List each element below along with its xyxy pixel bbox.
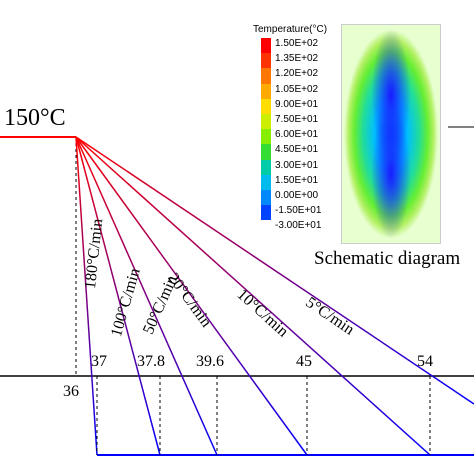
legend-swatch xyxy=(261,38,271,54)
legend-entry: 1.05E+02 xyxy=(275,83,319,95)
legend-title: Temperature(°C) xyxy=(253,24,328,35)
time-label-36: 36 xyxy=(63,383,79,400)
time-label-39-6: 39.6 xyxy=(196,353,224,370)
time-label-45: 45 xyxy=(296,353,312,370)
legend-entry: -1.50E+01 xyxy=(275,205,322,217)
legend-entry: 1.50E+01 xyxy=(275,174,319,186)
legend-swatch xyxy=(261,98,271,114)
legend-entry: 1.35E+02 xyxy=(275,53,319,65)
legend-swatch xyxy=(261,189,271,206)
cooling-line-100 xyxy=(75,136,161,456)
time-label-37-8: 37.8 xyxy=(137,353,165,370)
cooling-line-180 xyxy=(75,136,98,456)
cooling-line-5 xyxy=(75,136,474,405)
legend-entry: 9.00E+01 xyxy=(275,98,319,110)
legend-entry: -3.00E+01 xyxy=(275,220,322,232)
legend-swatch xyxy=(261,205,271,221)
legend-entry: 7.50E+01 xyxy=(275,113,319,125)
legend-swatch xyxy=(261,53,271,69)
thermal-contour-image xyxy=(341,24,441,244)
cooling-line-20 xyxy=(75,136,308,456)
start-temperature-label: 150°C xyxy=(4,105,66,131)
legend-entry: 4.50E+01 xyxy=(275,144,319,156)
schematic-label: Schematic diagram xyxy=(314,248,461,269)
legend-labels: 1.50E+02 1.35E+02 1.20E+02 1.05E+02 9.00E+01… xyxy=(275,36,321,233)
legend-entry: 6.00E+01 xyxy=(275,129,319,141)
legend-entry: 3.00E+01 xyxy=(275,159,319,171)
legend-swatch xyxy=(261,113,271,130)
legend-entry: 1.50E+02 xyxy=(275,38,319,49)
legend-entry: 0.00E+00 xyxy=(275,189,319,201)
legend-swatch xyxy=(261,83,271,99)
cooling-line-50 xyxy=(75,136,218,456)
legend-swatch xyxy=(261,68,271,84)
time-label-54: 54 xyxy=(417,353,433,370)
legend-swatch xyxy=(261,129,271,145)
legend-swatch xyxy=(261,144,271,160)
legend-color-bar xyxy=(261,38,271,266)
legend-swatch xyxy=(261,174,271,190)
temperature-legend: Temperature(°C) 1.50E+02 1.35E+02 1.20E+02… xyxy=(235,24,343,244)
legend-entry: 1.20E+02 xyxy=(275,68,319,80)
cooling-line-10 xyxy=(75,136,431,456)
legend-swatch xyxy=(261,159,271,175)
time-label-37: 37 xyxy=(91,353,107,370)
